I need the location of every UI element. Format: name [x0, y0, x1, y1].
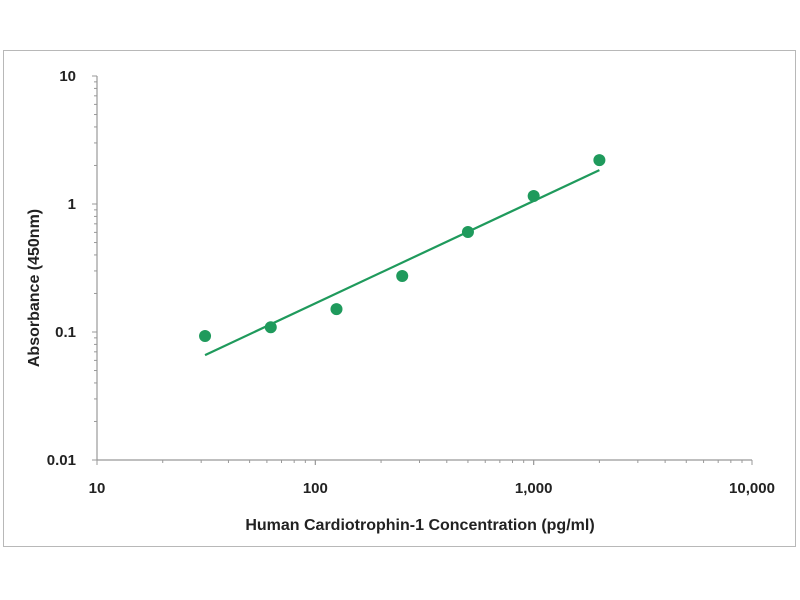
- y-tick-label: 10: [59, 68, 76, 85]
- x-axis-label: Human Cardiotrophin-1 Concentration (pg/…: [245, 517, 594, 534]
- data-point: [330, 303, 343, 316]
- x-tick-label: 10: [89, 480, 106, 497]
- chart-frame: [3, 50, 796, 547]
- data-point: [199, 330, 212, 343]
- fit-line: [204, 169, 600, 357]
- y-tick-label: 0.1: [55, 324, 76, 341]
- y-tick-label: 0.01: [47, 452, 76, 469]
- data-point: [593, 154, 606, 167]
- data-point: [396, 269, 409, 282]
- x-tick-label: 100: [303, 480, 328, 497]
- x-tick-label: 1,000: [515, 480, 553, 497]
- y-tick-label: 1: [68, 196, 76, 213]
- x-tick-label: 10,000: [729, 480, 775, 497]
- y-axis-label: Absorbance (450nm): [26, 209, 43, 367]
- data-point: [264, 321, 277, 334]
